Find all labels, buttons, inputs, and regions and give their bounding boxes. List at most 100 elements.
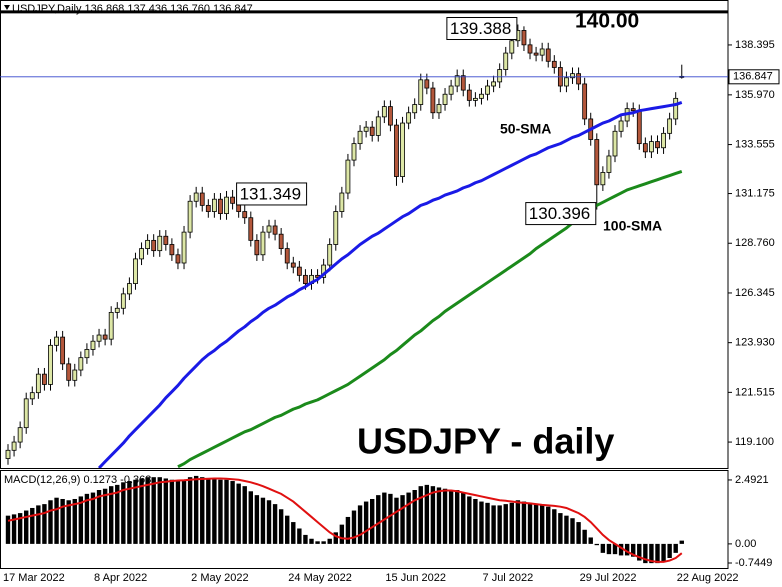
candle-body [278,233,284,249]
macd-bar [576,522,581,544]
macd-bar [357,505,363,544]
candle-body [260,231,266,256]
macd-bar [139,478,144,544]
macd-bar [169,479,175,544]
candle-body [655,141,660,149]
sma50-label: 50-SMA [500,121,551,137]
candle-body [479,93,484,99]
macd-bar [382,492,387,544]
macd-bar [60,498,65,544]
macd-bar [115,484,120,544]
annotation-label: 130.396 [529,204,590,223]
macd-bar [631,543,636,557]
macd-bar [36,505,41,544]
candle-body [564,77,569,87]
candle-body [145,239,151,249]
candle-body [612,130,618,157]
macd-bar [388,493,393,544]
macd-bar [485,502,490,544]
macd-bar [400,495,405,544]
annotation-box [525,202,597,226]
macd-bar [552,509,557,544]
candle-body [272,225,278,235]
macd-bar [151,477,156,544]
candle-body [539,48,545,56]
macd-bar [145,477,150,544]
candle-body [545,48,551,62]
last-price-box [728,69,780,85]
candle-body [606,155,612,173]
y-tick-label: 0.00 [735,538,756,550]
y-tick-label: -0.7449 [735,557,772,569]
candle-body [649,141,654,153]
candle-body [218,198,223,215]
macd-bar [315,541,320,544]
macd-bar [175,481,181,544]
macd-bar [224,479,229,544]
x-tick-label: 29 Jul 2022 [580,572,637,584]
candle-body [667,118,673,134]
macd-bar [193,475,199,544]
macd-bar [291,522,296,544]
x-tick-label: 8 Apr 2022 [94,572,147,584]
main-plot-frame [0,0,729,469]
macd-bar [127,481,132,544]
candle-body [193,192,199,202]
macd-bar [582,529,587,544]
candle-body [351,143,357,161]
macd-bar [206,478,211,544]
macd-bar [11,514,17,544]
candle-body [290,262,296,268]
y-tick-label: 126.345 [735,287,775,299]
candle-body [388,106,393,126]
macd-bar [436,487,442,544]
candle-body [394,124,399,177]
candle-body [630,108,636,112]
macd-bar [473,498,478,544]
candle-body [181,231,187,264]
macd-bar [546,506,551,544]
macd-bar [272,504,278,544]
candle-body [570,73,575,79]
macd-bar [108,486,114,544]
candle-body [175,254,181,264]
candle-body [381,106,387,118]
macd-bar [230,481,235,544]
overlay: USDJPY,Daily 136.868 137.436 136.760 136… [4,3,662,486]
candle-body [412,104,418,114]
candle-body [363,126,369,132]
menu-icon[interactable] [4,5,10,10]
candle-body [211,198,217,212]
macd-bar [479,501,484,544]
candle-body [54,336,59,346]
macd-bar [266,500,272,544]
y-tick-label: 119.100 [735,436,774,448]
candle-body [551,60,557,68]
macd-bar [309,538,314,544]
macd-plot [5,475,684,564]
candle-body [357,130,363,145]
candle-body [254,239,260,256]
macd-bar [66,500,71,544]
candle-body [503,52,509,70]
macd-bar [321,541,326,544]
candle-body [11,441,17,451]
candle-body [485,85,490,95]
macd-bar [133,479,138,544]
macd-bar [406,492,411,544]
sma-line [97,101,683,468]
candle-body [66,363,72,381]
macd-bar [242,486,247,544]
sma-line [177,169,683,468]
y-tick-label: 128.760 [735,237,775,249]
candle-body [345,159,351,194]
macd-bar [570,518,575,544]
macd-bar [72,498,77,544]
main-plot [0,10,728,468]
annotation-label: 131.349 [240,184,301,203]
candle-body [224,196,229,215]
candle-body [339,192,345,212]
candle-body [23,398,29,429]
macd-bar [612,543,618,555]
